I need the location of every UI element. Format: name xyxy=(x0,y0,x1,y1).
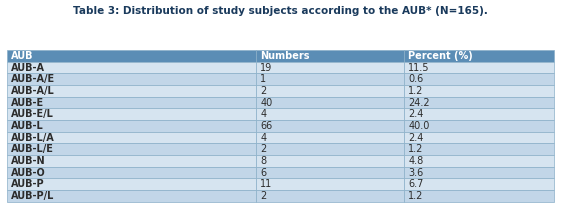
Text: 11.5: 11.5 xyxy=(408,63,430,73)
FancyBboxPatch shape xyxy=(256,120,404,132)
Text: 3.6: 3.6 xyxy=(408,168,424,178)
Text: 1: 1 xyxy=(260,74,266,84)
FancyBboxPatch shape xyxy=(404,108,554,120)
FancyBboxPatch shape xyxy=(256,190,404,202)
FancyBboxPatch shape xyxy=(404,120,554,132)
Text: 24.2: 24.2 xyxy=(408,98,430,108)
Text: AUB-E: AUB-E xyxy=(11,98,44,108)
FancyBboxPatch shape xyxy=(7,167,256,178)
FancyBboxPatch shape xyxy=(404,178,554,190)
Text: AUB-E/L: AUB-E/L xyxy=(11,109,54,119)
FancyBboxPatch shape xyxy=(256,155,404,167)
Text: AUB-A/E: AUB-A/E xyxy=(11,74,56,84)
FancyBboxPatch shape xyxy=(256,62,404,74)
Text: 40.0: 40.0 xyxy=(408,121,430,131)
Text: AUB-P: AUB-P xyxy=(11,179,45,189)
FancyBboxPatch shape xyxy=(404,85,554,97)
FancyBboxPatch shape xyxy=(404,190,554,202)
FancyBboxPatch shape xyxy=(256,108,404,120)
FancyBboxPatch shape xyxy=(7,74,256,85)
FancyBboxPatch shape xyxy=(404,62,554,74)
FancyBboxPatch shape xyxy=(7,108,256,120)
FancyBboxPatch shape xyxy=(7,85,256,97)
Text: Numbers: Numbers xyxy=(260,51,310,61)
Text: 2.4: 2.4 xyxy=(408,109,424,119)
FancyBboxPatch shape xyxy=(7,132,256,143)
Text: 4.8: 4.8 xyxy=(408,156,424,166)
FancyBboxPatch shape xyxy=(7,62,256,74)
Text: AUB-L: AUB-L xyxy=(11,121,44,131)
FancyBboxPatch shape xyxy=(256,74,404,85)
FancyBboxPatch shape xyxy=(256,132,404,143)
Text: 2: 2 xyxy=(260,191,266,201)
FancyBboxPatch shape xyxy=(404,97,554,108)
Text: 6: 6 xyxy=(260,168,266,178)
Text: AUB-L/A: AUB-L/A xyxy=(11,133,55,143)
Text: AUB-P/L: AUB-P/L xyxy=(11,191,54,201)
FancyBboxPatch shape xyxy=(404,50,554,62)
FancyBboxPatch shape xyxy=(7,50,256,62)
Text: 4: 4 xyxy=(260,133,266,143)
Text: 2.4: 2.4 xyxy=(408,133,424,143)
FancyBboxPatch shape xyxy=(404,155,554,167)
Text: AUB-N: AUB-N xyxy=(11,156,46,166)
FancyBboxPatch shape xyxy=(7,190,256,202)
Text: 19: 19 xyxy=(260,63,273,73)
Text: AUB-A: AUB-A xyxy=(11,63,45,73)
Text: 1.2: 1.2 xyxy=(408,191,424,201)
FancyBboxPatch shape xyxy=(404,143,554,155)
Text: 66: 66 xyxy=(260,121,273,131)
Text: 4: 4 xyxy=(260,109,266,119)
Text: Percent (%): Percent (%) xyxy=(408,51,473,61)
FancyBboxPatch shape xyxy=(256,50,404,62)
Text: 2: 2 xyxy=(260,86,266,96)
Text: 1.2: 1.2 xyxy=(408,144,424,154)
FancyBboxPatch shape xyxy=(256,178,404,190)
FancyBboxPatch shape xyxy=(404,167,554,178)
Text: 6.7: 6.7 xyxy=(408,179,424,189)
Text: 8: 8 xyxy=(260,156,266,166)
Text: AUB: AUB xyxy=(11,51,34,61)
FancyBboxPatch shape xyxy=(7,143,256,155)
Text: AUB-O: AUB-O xyxy=(11,168,46,178)
FancyBboxPatch shape xyxy=(7,155,256,167)
Text: AUB-L/E: AUB-L/E xyxy=(11,144,54,154)
Text: AUB-A/L: AUB-A/L xyxy=(11,86,55,96)
FancyBboxPatch shape xyxy=(404,74,554,85)
FancyBboxPatch shape xyxy=(256,85,404,97)
FancyBboxPatch shape xyxy=(256,97,404,108)
Text: 2: 2 xyxy=(260,144,266,154)
FancyBboxPatch shape xyxy=(7,97,256,108)
Text: 11: 11 xyxy=(260,179,273,189)
Text: Table 3: Distribution of study subjects according to the AUB* (N=165).: Table 3: Distribution of study subjects … xyxy=(73,6,488,16)
FancyBboxPatch shape xyxy=(404,132,554,143)
Text: 40: 40 xyxy=(260,98,273,108)
FancyBboxPatch shape xyxy=(7,120,256,132)
FancyBboxPatch shape xyxy=(256,143,404,155)
FancyBboxPatch shape xyxy=(7,178,256,190)
Text: 1.2: 1.2 xyxy=(408,86,424,96)
Text: 0.6: 0.6 xyxy=(408,74,424,84)
FancyBboxPatch shape xyxy=(256,167,404,178)
